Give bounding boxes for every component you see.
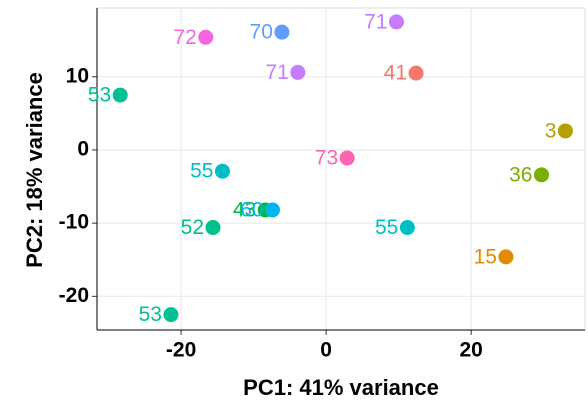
point bbox=[399, 220, 415, 236]
y-axis-title: PC2: 18% variance bbox=[22, 72, 47, 268]
x-tick-label: 0 bbox=[320, 339, 332, 362]
point-label: 73 bbox=[315, 147, 338, 170]
point-label: 41 bbox=[384, 62, 407, 85]
point bbox=[205, 220, 221, 236]
point-label: 71 bbox=[364, 10, 387, 33]
point-label: 15 bbox=[474, 245, 497, 268]
point bbox=[339, 150, 355, 166]
point-label: 70 bbox=[250, 21, 273, 44]
point-label: 43 bbox=[233, 199, 256, 222]
point bbox=[533, 167, 549, 183]
point-label: 55 bbox=[190, 160, 213, 183]
point-label: 53 bbox=[139, 303, 162, 326]
point-label: 52 bbox=[181, 216, 204, 239]
point bbox=[557, 123, 573, 139]
plot-panel bbox=[96, 7, 586, 331]
point bbox=[112, 87, 128, 103]
point bbox=[290, 64, 306, 80]
point bbox=[274, 24, 290, 40]
point bbox=[408, 65, 424, 81]
y-tick-label: -10 bbox=[59, 211, 89, 234]
point bbox=[388, 14, 404, 30]
point-label: 36 bbox=[509, 163, 532, 186]
point-label: 53 bbox=[88, 84, 111, 107]
point bbox=[198, 29, 214, 45]
y-tick-label: 10 bbox=[66, 64, 89, 87]
point bbox=[214, 163, 230, 179]
y-tick-label: 0 bbox=[77, 138, 89, 161]
point-label: 71 bbox=[265, 61, 288, 84]
point bbox=[498, 249, 514, 265]
x-tick-label: 20 bbox=[459, 339, 482, 362]
x-axis-title: PC1: 41% variance bbox=[243, 375, 439, 400]
point-label: 72 bbox=[173, 26, 196, 49]
point-label: 55 bbox=[375, 216, 398, 239]
point-label: 60 bbox=[240, 199, 263, 222]
point-label: 3 bbox=[545, 119, 557, 142]
point bbox=[163, 307, 179, 323]
y-tick-label: -20 bbox=[59, 284, 89, 307]
x-tick-label: -20 bbox=[166, 339, 196, 362]
point bbox=[264, 202, 280, 218]
